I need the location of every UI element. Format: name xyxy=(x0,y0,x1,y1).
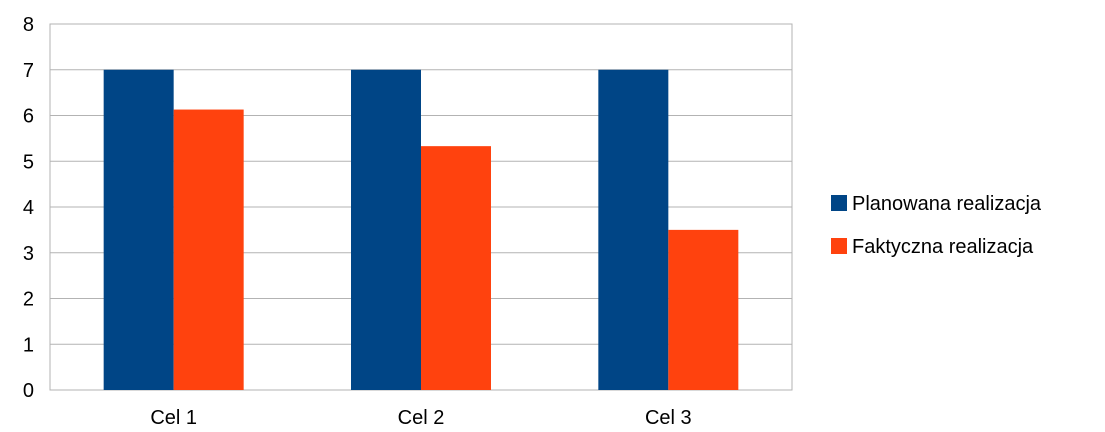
x-category-label: Cel 1 xyxy=(150,407,197,429)
y-tick-label: 0 xyxy=(23,380,34,402)
y-tick-label: 4 xyxy=(23,197,34,219)
bar-actual-1 xyxy=(173,109,244,391)
y-tick-label: 3 xyxy=(23,243,34,265)
legend-swatch xyxy=(831,195,847,211)
bar-planned-3 xyxy=(598,69,669,390)
x-axis-categories: Cel 1 Cel 2 Cel 3 xyxy=(150,407,691,429)
legend-label: Faktyczna realizacja xyxy=(852,236,1034,258)
bar-planned-2 xyxy=(351,69,421,390)
y-tick-label: 2 xyxy=(23,289,34,311)
legend-swatch xyxy=(831,238,847,254)
legend: Planowana realizacja Faktyczna realizacja xyxy=(831,193,1042,258)
bar-actual-2 xyxy=(421,146,491,390)
y-tick-label: 8 xyxy=(23,14,34,36)
y-tick-label: 7 xyxy=(23,60,34,82)
bar-actual-3 xyxy=(668,229,739,390)
x-category-label: Cel 2 xyxy=(398,407,445,429)
bars xyxy=(103,69,739,391)
legend-label: Planowana realizacja xyxy=(852,193,1042,215)
y-axis-ticks: 0 1 2 3 4 5 6 7 8 xyxy=(23,14,34,402)
x-category-label: Cel 3 xyxy=(645,407,692,429)
y-tick-label: 1 xyxy=(23,334,34,356)
bar-planned-1 xyxy=(103,69,174,390)
y-tick-label: 5 xyxy=(23,151,34,173)
y-tick-label: 6 xyxy=(23,106,34,128)
